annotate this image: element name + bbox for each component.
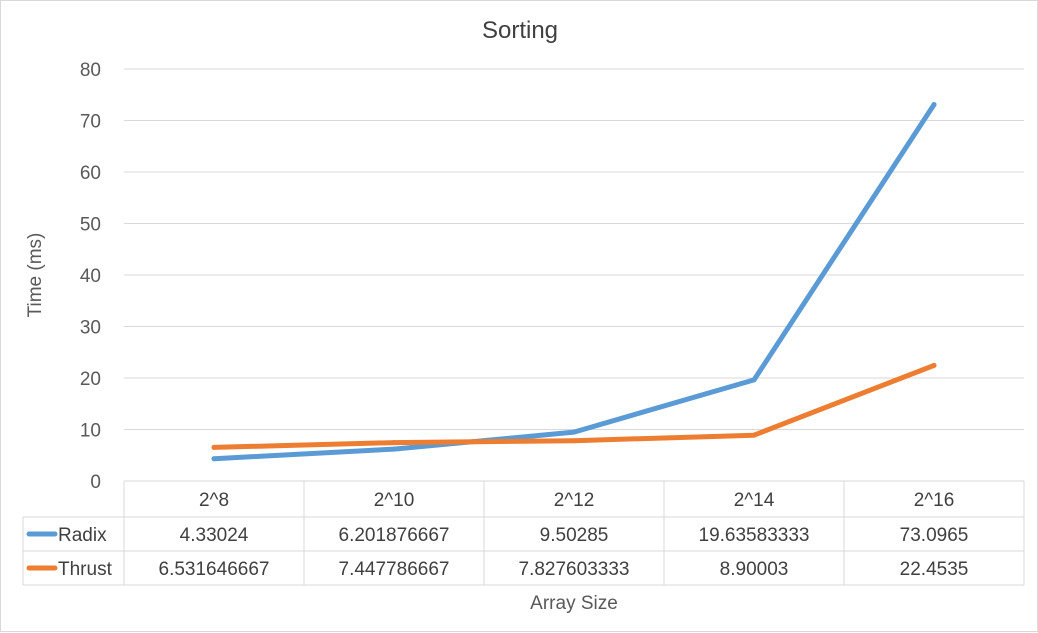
y-tick-label: 50 [80, 215, 101, 236]
category-label: 2^14 [734, 490, 775, 511]
data-cell: 4.33024 [180, 525, 249, 546]
data-point [211, 444, 217, 450]
y-tick-label: 20 [80, 369, 101, 390]
data-cell: 9.50285 [540, 525, 609, 546]
gridlines [124, 68, 1024, 430]
category-label: 2^10 [374, 490, 415, 511]
category-label: 2^8 [199, 490, 229, 511]
y-tick-label: 10 [80, 421, 101, 442]
x-axis-title: Array Size [530, 593, 618, 614]
data-point [751, 432, 757, 438]
chart-title: Sorting [482, 17, 558, 44]
series-name: Radix [58, 525, 107, 546]
y-tick-label: 0 [90, 472, 101, 493]
data-point [931, 102, 937, 108]
data-cell: 7.827603333 [519, 559, 630, 580]
y-axis-title: Time (ms) [25, 233, 46, 318]
y-tick-label: 60 [80, 163, 101, 184]
data-point [571, 429, 577, 435]
series-lines [211, 102, 937, 462]
y-axis-ticks: 0 10 20 30 40 50 60 70 80 [80, 60, 101, 493]
y-tick-label: 80 [80, 60, 101, 81]
data-point [931, 362, 937, 368]
y-tick-label: 40 [80, 266, 101, 287]
data-cell: 22.4535 [900, 559, 969, 580]
data-point [391, 446, 397, 452]
data-cell: 6.201876667 [339, 525, 450, 546]
data-point [391, 440, 397, 446]
data-cell: 6.531646667 [159, 559, 270, 580]
data-cell: 8.90003 [720, 559, 789, 580]
data-cell: 19.63583333 [699, 525, 810, 546]
y-tick-label: 30 [80, 318, 101, 339]
category-label: 2^12 [554, 490, 595, 511]
data-point [751, 377, 757, 383]
data-cell: 7.447786667 [339, 559, 450, 580]
data-point [211, 456, 217, 462]
data-point [571, 438, 577, 444]
y-tick-label: 70 [80, 112, 101, 133]
data-cell: 73.0965 [900, 525, 969, 546]
data-table: 2^8 2^10 2^12 2^14 2^16 Radix 4.33024 6.2018766… [22, 480, 1025, 586]
category-label: 2^16 [914, 490, 955, 511]
series-name: Thrust [58, 559, 113, 580]
